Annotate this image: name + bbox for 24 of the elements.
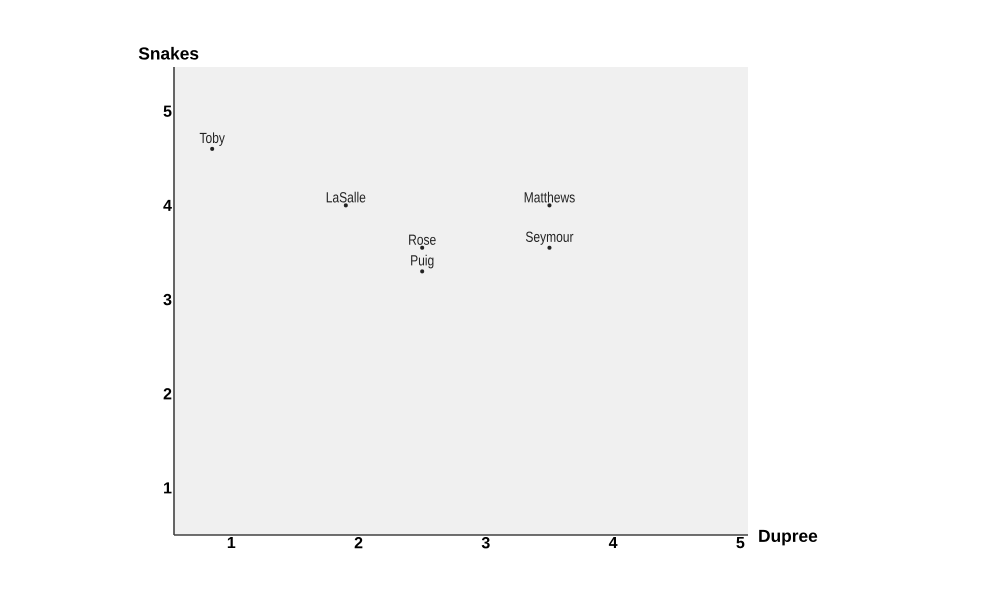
point	[547, 203, 552, 208]
x-tick-label: 2	[354, 537, 362, 548]
x-axis-title: Dupree	[759, 530, 818, 546]
x-tick-label: 3	[482, 537, 490, 548]
y-tick-label: 3	[163, 294, 172, 306]
y-tick-label: 1	[164, 482, 172, 494]
x-tick-label: 5	[736, 537, 744, 548]
x-tick-label: 1	[228, 537, 236, 548]
data-label: Rose	[409, 234, 436, 245]
point	[420, 269, 424, 274]
data-label: Toby	[200, 132, 225, 146]
y-tick-label: 4	[163, 200, 172, 211]
data-label: Matthews	[524, 192, 575, 202]
point	[344, 203, 348, 208]
x-tick-label: 4	[608, 537, 618, 548]
point	[210, 146, 214, 151]
point	[420, 246, 424, 250]
data-label: LaSalle	[326, 192, 366, 202]
data-label: Seymour	[526, 232, 574, 245]
y-axis-title: Snakes	[138, 46, 198, 60]
y-tick-label: 2	[164, 388, 172, 400]
data-label: Puig	[411, 254, 434, 268]
point	[547, 246, 552, 250]
y-tick-label: 5	[164, 106, 172, 117]
